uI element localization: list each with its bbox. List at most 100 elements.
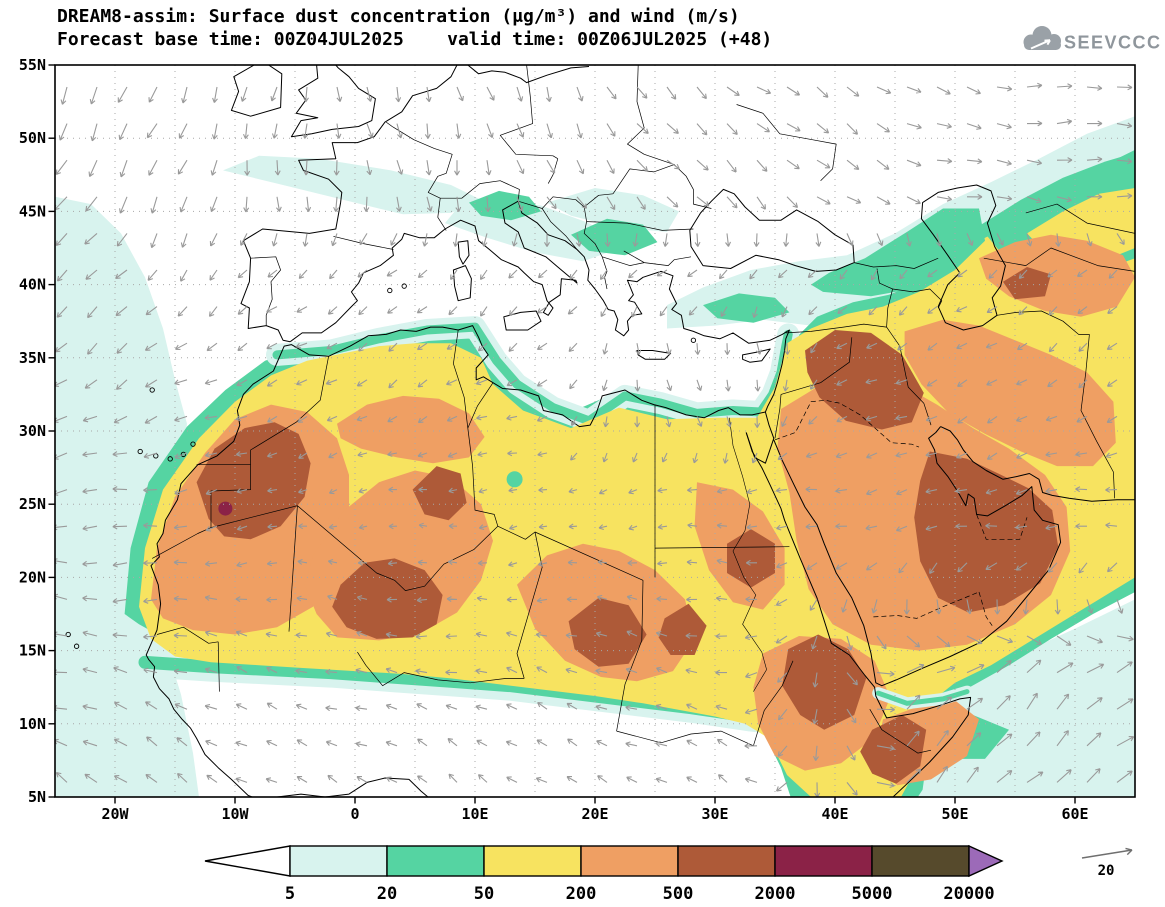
coastline xyxy=(457,240,470,265)
seevccc-logo: SEEVCCC xyxy=(1023,26,1162,53)
country-border xyxy=(297,505,499,591)
country-border xyxy=(333,235,394,250)
dust-region-5-20 xyxy=(547,188,679,232)
logo-text: SEEVCCC xyxy=(1064,33,1162,53)
country-border xyxy=(385,121,453,231)
lat-label: 45N xyxy=(19,202,46,220)
lon-label: 10E xyxy=(461,805,488,823)
country-border-dashed xyxy=(873,591,980,619)
wind-reference-arrow-icon xyxy=(1081,847,1133,859)
colorbar-label: 20 xyxy=(377,884,397,904)
coastline xyxy=(230,65,283,117)
colorbar-label: 2000 xyxy=(755,884,796,904)
dust-region-500-2000 xyxy=(658,603,707,655)
coastline xyxy=(290,65,376,138)
colorbar-label: 5 xyxy=(285,884,295,904)
country-border xyxy=(440,180,520,202)
colorbar-arrow-high xyxy=(968,844,1004,878)
lat-label: 10N xyxy=(19,715,46,733)
island-outline xyxy=(180,451,187,458)
colorbar-label: 500 xyxy=(663,884,694,904)
dust-region-2000-5000 xyxy=(218,501,233,516)
country-border xyxy=(547,158,559,184)
island-outline xyxy=(401,283,407,289)
country-border xyxy=(499,65,558,159)
colorbar-label: 50 xyxy=(474,884,494,904)
country-border xyxy=(736,104,837,181)
cloud-icon xyxy=(1023,26,1061,50)
country-border xyxy=(854,257,939,269)
island-outline xyxy=(137,448,143,455)
dust-region-500-2000 xyxy=(727,529,775,588)
river-nile xyxy=(729,417,767,692)
colorbar-segment xyxy=(580,845,679,877)
lat-label: 40N xyxy=(19,276,46,294)
country-border xyxy=(541,208,578,250)
axis-label-layer: 55N 50N 45N 40N 35N 30N 25N 20N 15N 10N 5N 20W 10W 0 1… xyxy=(19,56,1089,823)
lat-label: 30N xyxy=(19,422,46,440)
lon-label: 50E xyxy=(941,805,968,823)
country-border xyxy=(869,709,932,754)
dust-patch-20-50 xyxy=(703,293,790,323)
island-outline xyxy=(690,337,697,343)
colorbar-arrow-low xyxy=(204,845,291,877)
country-border xyxy=(210,505,298,528)
country-border xyxy=(1080,334,1115,499)
wind-reference-value: 20 xyxy=(1098,863,1115,879)
lon-label: 60E xyxy=(1061,805,1088,823)
coastline xyxy=(503,310,542,331)
coastline xyxy=(452,265,472,302)
coastline-layer xyxy=(65,65,1135,797)
lon-label: 30E xyxy=(701,805,728,823)
dust-region-500-2000 xyxy=(782,634,867,730)
country-border xyxy=(583,206,608,290)
coastline xyxy=(240,65,458,343)
lon-label: 20W xyxy=(101,805,129,823)
country-border xyxy=(467,382,494,429)
colorbar-label: 200 xyxy=(566,884,597,904)
dust-region-500-2000 xyxy=(332,558,443,639)
country-border xyxy=(453,329,469,429)
colorbar-label: 5000 xyxy=(852,884,893,904)
country-border xyxy=(217,641,220,692)
lat-label: 5N xyxy=(28,788,46,806)
dust-patch-20-50 xyxy=(506,471,523,488)
coastline xyxy=(745,411,775,464)
country-border xyxy=(250,256,281,326)
wind-reference: 20 xyxy=(1081,847,1133,879)
colorbar-segment xyxy=(677,845,776,877)
coastline xyxy=(773,426,1062,687)
country-border xyxy=(654,546,790,549)
country-border xyxy=(996,310,1090,335)
country-border xyxy=(892,288,943,309)
colorbar-segment xyxy=(386,845,485,877)
coastline xyxy=(636,350,672,360)
country-border xyxy=(623,250,692,266)
country-border xyxy=(1025,203,1135,234)
colorbar-segment xyxy=(289,845,388,877)
island-outline xyxy=(190,441,196,447)
country-border xyxy=(753,660,794,746)
island-outline xyxy=(387,287,393,294)
country-border xyxy=(616,580,644,732)
coastline xyxy=(145,325,766,797)
lon-label: 10W xyxy=(221,805,249,823)
country-border-dashed xyxy=(774,399,920,448)
lat-label: 35N xyxy=(19,349,46,367)
lat-label: 55N xyxy=(19,56,46,74)
country-border xyxy=(780,337,853,395)
wind-vector-layer xyxy=(55,82,1135,797)
country-border xyxy=(586,221,694,231)
lat-label: 50N xyxy=(19,129,46,147)
colorbar-segment xyxy=(871,845,970,877)
coastline xyxy=(920,184,1006,331)
country-border xyxy=(357,651,525,687)
country-border xyxy=(516,531,543,679)
island-outline xyxy=(149,387,155,393)
graticule-layer xyxy=(55,65,1135,797)
country-border xyxy=(612,164,712,209)
border-layer xyxy=(152,65,1135,754)
country-border xyxy=(602,256,645,266)
country-border-dashed xyxy=(976,514,1028,540)
